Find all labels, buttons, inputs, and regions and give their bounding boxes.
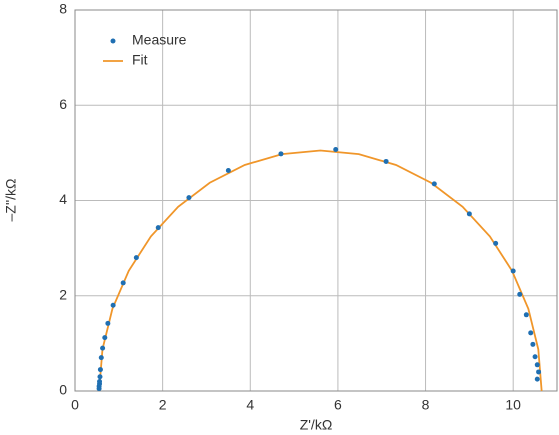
y-tick-label: 2: [59, 286, 67, 302]
data-point: [100, 345, 106, 351]
plot-frame: [74, 9, 558, 392]
legend-marker: [110, 38, 116, 44]
data-point: [155, 225, 161, 231]
data-point: [278, 151, 284, 157]
x-tick-label: 0: [71, 397, 79, 413]
y-tick-label: 8: [59, 1, 67, 17]
y-tick-label: 6: [59, 96, 67, 112]
data-point: [102, 335, 108, 341]
x-tick-label: 4: [246, 397, 254, 413]
y-tick-label: 0: [59, 382, 67, 398]
data-point: [110, 302, 116, 308]
data-point: [534, 362, 540, 368]
legend-label: Measure: [132, 32, 187, 48]
data-point: [120, 280, 126, 286]
x-tick-label: 2: [159, 397, 167, 413]
legend-label: Fit: [132, 52, 148, 68]
data-point: [97, 378, 103, 384]
data-point: [523, 312, 529, 318]
data-point: [466, 211, 472, 217]
data-point: [530, 341, 536, 347]
data-point: [510, 268, 516, 274]
data-point: [186, 195, 192, 201]
data-point: [97, 374, 103, 380]
data-point: [431, 181, 437, 187]
data-point: [383, 158, 389, 164]
data-point: [517, 291, 523, 297]
y-axis-label: –Z''/kΩ: [3, 178, 19, 221]
data-point: [97, 367, 103, 373]
data-point: [493, 240, 499, 246]
x-tick-label: 10: [505, 397, 521, 413]
data-point: [532, 354, 538, 360]
data-point: [536, 369, 542, 375]
x-tick-label: 6: [334, 397, 342, 413]
x-axis-label: Z'/kΩ: [300, 417, 333, 433]
data-point: [105, 320, 111, 326]
data-point: [534, 376, 540, 382]
y-tick-label: 4: [59, 191, 67, 207]
fit-line: [98, 149, 543, 392]
data-point: [98, 355, 104, 361]
data-point: [133, 255, 139, 261]
x-tick-label: 8: [422, 397, 430, 413]
data-point: [225, 167, 231, 173]
data-point: [528, 330, 534, 336]
data-point: [333, 147, 339, 153]
